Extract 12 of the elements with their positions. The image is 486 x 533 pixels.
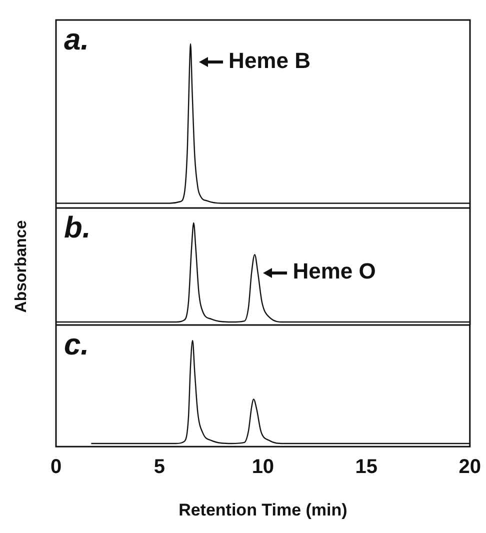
x-tick-label: 0	[50, 456, 62, 478]
annotation: Heme O	[292, 258, 376, 284]
y-axis-title: Absorbance	[13, 220, 30, 313]
chart-title: b.	[64, 211, 91, 244]
x-tick-label: 20	[458, 456, 481, 478]
annotation: Heme B	[228, 48, 310, 73]
chart-title: a.	[64, 23, 90, 56]
x-tick-label: 15	[355, 456, 378, 478]
x-tick-label: 10	[252, 456, 274, 478]
x-axis-title: Retention Time (min)	[178, 500, 348, 520]
x-tick-label: 5	[154, 456, 166, 478]
chart-title: c.	[64, 328, 90, 362]
